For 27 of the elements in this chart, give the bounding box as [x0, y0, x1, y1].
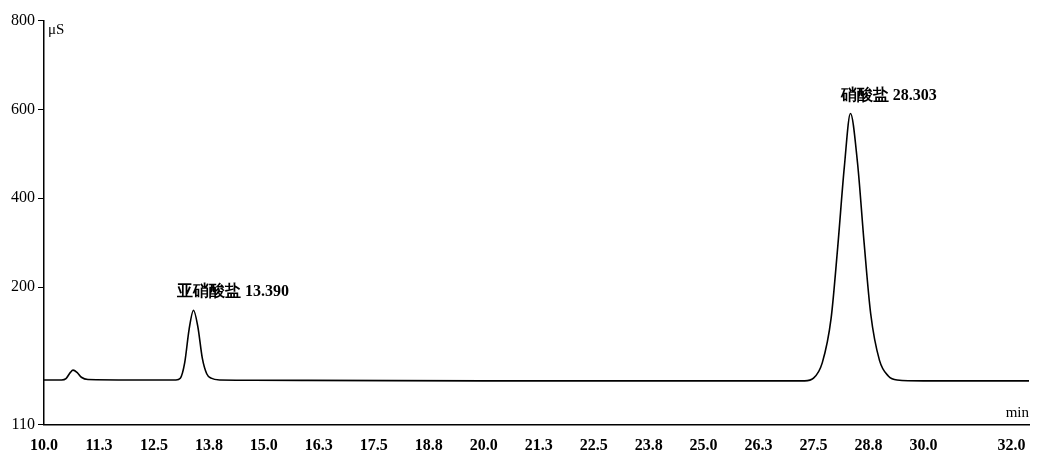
x-tick-label: 11.3	[85, 435, 113, 453]
x-tick-label: 10.0	[30, 435, 58, 453]
annotation: 硝酸盐 28.303	[839, 85, 937, 103]
x-tick-label: 21.3	[524, 435, 553, 453]
y-tick-label: 200	[11, 277, 35, 295]
x-tick-label: 32.0	[997, 435, 1026, 453]
x-tick-label: 20.0	[469, 435, 498, 453]
y-tick-label: 110	[11, 415, 35, 432]
x-tick-label: 22.5	[579, 435, 608, 453]
x-tick-label: 23.8	[634, 435, 663, 453]
x-tick-label: 28.8	[854, 435, 883, 453]
x-tick-label: 12.5	[139, 435, 168, 453]
annotation: 亚硝酸盐 13.390	[176, 282, 290, 300]
x-tick-label: 30.0	[909, 435, 938, 453]
x-tick-label: 25.0	[689, 435, 718, 453]
x-tick-label: 16.3	[304, 435, 333, 453]
y-tick-label: 800	[11, 10, 35, 28]
x-tick-label: 27.5	[799, 435, 828, 453]
x-tick-label: 13.8	[194, 435, 223, 453]
y-axis-title: μS	[48, 21, 65, 38]
x-tick-label: 18.8	[414, 435, 443, 453]
y-tick-label: 600	[11, 99, 35, 117]
y-tick-label: 400	[11, 188, 35, 206]
x-axis-title: min	[1005, 404, 1030, 421]
x-tick-label: 26.3	[744, 435, 773, 453]
x-tick-label: 17.5	[359, 435, 388, 453]
x-tick-label: 15.0	[249, 435, 278, 453]
